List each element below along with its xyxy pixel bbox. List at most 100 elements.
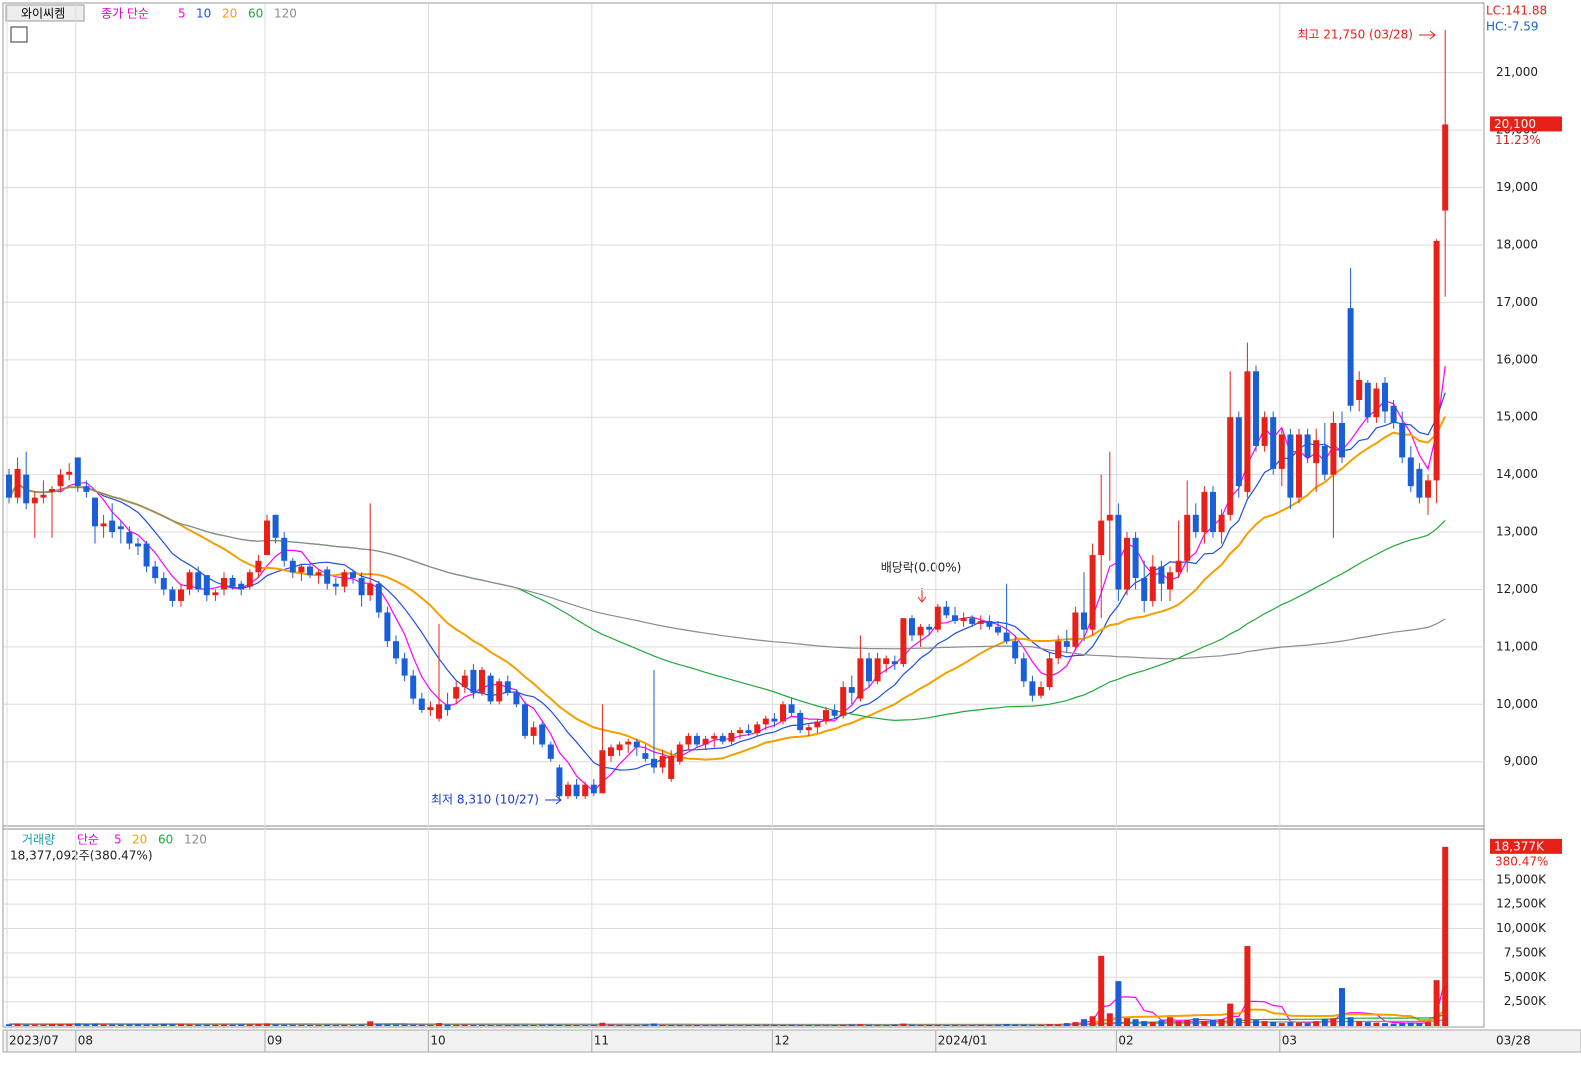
volume-bar xyxy=(453,1024,460,1026)
x-axis-bar xyxy=(2,1029,1581,1053)
volume-bar xyxy=(986,1024,993,1026)
volume-bar xyxy=(1425,1022,1431,1026)
candle-body xyxy=(384,612,391,642)
candle-body xyxy=(530,727,537,736)
volume-bar xyxy=(582,1025,589,1026)
candle-body xyxy=(375,583,382,613)
volume-bar xyxy=(358,1024,365,1026)
candle-body xyxy=(1278,434,1285,469)
candle-body xyxy=(453,687,460,699)
volume-bar xyxy=(1012,1024,1019,1026)
volume-bar xyxy=(1132,1019,1139,1026)
volume-bar xyxy=(1261,1021,1268,1026)
price-ma-line xyxy=(8,482,1446,660)
candle-body xyxy=(573,784,580,797)
last-volume-label: 18,377K xyxy=(1494,839,1545,853)
candle-body xyxy=(178,589,184,601)
last-volume-box xyxy=(1490,838,1562,854)
candle-body xyxy=(100,523,107,527)
candle-body xyxy=(1287,434,1294,498)
volume-bar xyxy=(143,1024,150,1026)
candle-body xyxy=(66,471,73,475)
volume-bar xyxy=(341,1024,348,1026)
volume-bar xyxy=(1106,1013,1113,1026)
volume-bar xyxy=(6,1024,12,1026)
candle-body xyxy=(143,543,150,567)
hc-label: HC:-7.59 xyxy=(1486,20,1539,34)
candle-body xyxy=(891,661,898,665)
y-tick-label: 11,000 xyxy=(1496,639,1538,653)
volume-bar xyxy=(1339,987,1345,1026)
candle-body xyxy=(1184,514,1191,561)
stock-box[interactable] xyxy=(5,4,85,22)
candle-body xyxy=(1356,379,1363,401)
candle-body xyxy=(1313,440,1320,464)
volume-bar xyxy=(1167,1017,1173,1026)
candle-body xyxy=(255,560,262,573)
x-tick-label: 11 xyxy=(594,1034,609,1048)
volume-bar xyxy=(814,1025,821,1026)
volume-bar xyxy=(66,1023,73,1026)
volume-bar xyxy=(74,1023,81,1026)
volume-bar xyxy=(1382,1023,1388,1026)
legend-entry: 5 xyxy=(114,833,122,847)
volume-bar xyxy=(31,1024,38,1026)
candle-body xyxy=(1132,537,1139,578)
volume-bar xyxy=(565,1024,571,1026)
x-tick-label: 03 xyxy=(1282,1034,1297,1048)
volume-bar xyxy=(238,1024,245,1026)
volume-bar xyxy=(1063,1023,1070,1026)
volume-bar xyxy=(857,1024,864,1026)
volume-bar xyxy=(92,1023,98,1026)
candle-body xyxy=(685,735,692,745)
volume-bar xyxy=(212,1024,219,1026)
table-icon[interactable] xyxy=(10,26,28,43)
candle-body xyxy=(1218,514,1225,533)
volume-bar xyxy=(1433,980,1440,1026)
candle-body xyxy=(186,572,193,590)
volume-bar xyxy=(23,1024,30,1026)
candle-body xyxy=(780,704,786,722)
candle-body xyxy=(1390,405,1397,423)
candle-body xyxy=(840,687,847,716)
y-tick-label: 17,000 xyxy=(1496,295,1538,309)
volume-bar xyxy=(117,1024,124,1026)
candle-body xyxy=(332,583,339,587)
candle-body xyxy=(866,658,872,682)
volume-bar xyxy=(436,1023,442,1026)
candle-body xyxy=(788,704,795,713)
candle-body xyxy=(1003,632,1010,642)
volume-bar xyxy=(367,1021,374,1026)
volume-bar xyxy=(1124,1018,1130,1026)
volume-bar xyxy=(1046,1024,1053,1026)
volume-bar xyxy=(934,1024,941,1026)
volume-bar xyxy=(126,1024,133,1026)
candle-body xyxy=(1158,566,1165,584)
volume-bar xyxy=(14,1023,21,1026)
volume-bar xyxy=(83,1024,90,1026)
candle-body xyxy=(762,718,769,725)
candle-body xyxy=(1167,572,1173,590)
candle-body xyxy=(1029,681,1036,696)
volume-bar xyxy=(1184,1020,1191,1026)
candle-body xyxy=(470,669,477,693)
candle-body xyxy=(49,488,55,492)
candle-body xyxy=(1046,658,1053,688)
plot-frame xyxy=(2,2,1485,1028)
volume-bar xyxy=(1098,955,1105,1026)
volume-bar xyxy=(788,1024,795,1026)
candle-body xyxy=(969,618,976,624)
volume-bar xyxy=(547,1024,554,1026)
volume-bar xyxy=(1089,1016,1096,1026)
candle-body xyxy=(1012,641,1019,659)
volume-info: 18,377,092주(380.47%) xyxy=(10,849,153,863)
last-change-label: 11.23% xyxy=(1495,133,1541,147)
volume-bar xyxy=(289,1024,296,1026)
volume-bar xyxy=(556,1024,563,1026)
volume-bar xyxy=(1296,1022,1302,1026)
volume-bar xyxy=(178,1024,184,1026)
candle-body xyxy=(1244,371,1251,492)
candle-body xyxy=(1055,641,1062,659)
volume-bar xyxy=(711,1025,718,1026)
